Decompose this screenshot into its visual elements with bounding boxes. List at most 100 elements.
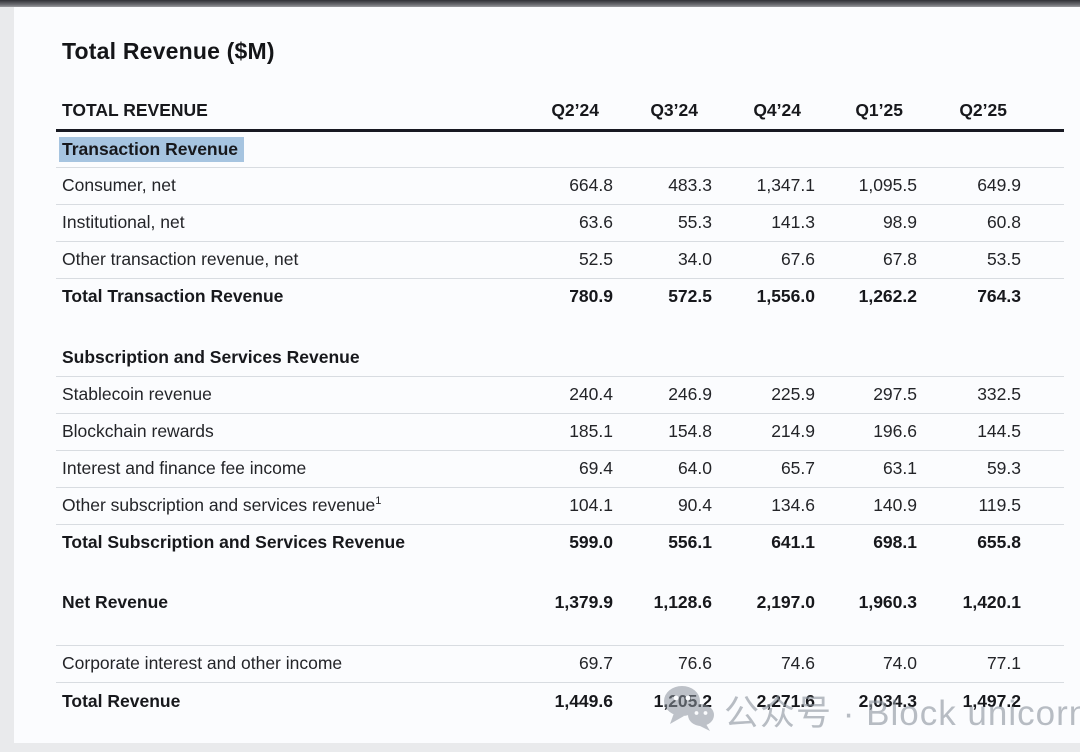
column-header-q2-24: Q2’24: [551, 99, 599, 120]
cell-value: 69.4: [578, 458, 613, 478]
cell-value: 483.3: [668, 175, 712, 195]
row-label: Total Transaction Revenue: [62, 286, 284, 307]
cell-value: 1,205.2: [653, 690, 712, 711]
cell-value: 599.0: [569, 532, 613, 553]
cell-value: 60.8: [986, 212, 1021, 232]
cell-value: 297.5: [873, 384, 917, 404]
cell-value: 764.3: [977, 286, 1021, 307]
cell-value: 67.8: [882, 249, 917, 269]
cell-value: 140.9: [873, 495, 917, 515]
cell-value: 655.8: [977, 532, 1021, 553]
cell-value: 1,556.0: [756, 286, 815, 307]
cell-value: 246.9: [668, 384, 712, 404]
cell-value: 780.9: [569, 286, 613, 307]
row-label: Institutional, net: [62, 212, 185, 232]
table-row-subscription-section: Subscription and Services Revenue: [56, 339, 1064, 376]
cell-value: 67.6: [780, 249, 815, 269]
row-label: Stablecoin revenue: [62, 384, 212, 404]
cell-value: 1,347.1: [756, 175, 815, 195]
cell-value: 1,449.6: [554, 690, 613, 711]
table-row-other-subscription-revenue: Other subscription and services revenue1…: [56, 487, 1064, 524]
highlighted-section-label: Transaction Revenue: [59, 136, 245, 162]
cell-value: 2,034.3: [858, 690, 917, 711]
cell-value: 154.8: [668, 421, 712, 441]
table-row-total-subscription-revenue: Total Subscription and Services Revenue …: [56, 524, 1064, 561]
report-card: Total Revenue ($M) TOTAL REVENUE Q2’24 Q…: [14, 7, 1080, 743]
table-row-total-revenue: Total Revenue 1,449.6 1,205.2 2,271.6 2,…: [56, 682, 1064, 720]
cell-value: 572.5: [668, 286, 712, 307]
cell-value: 2,197.0: [756, 591, 815, 612]
cell-value: 69.7: [578, 653, 613, 673]
row-label: Blockchain rewards: [62, 421, 214, 441]
cell-value: 65.7: [780, 458, 815, 478]
revenue-table: TOTAL REVENUE Q2’24 Q3’24 Q4’24 Q1’25 Q2…: [56, 92, 1064, 720]
column-header-q3-24: Q3’24: [650, 99, 698, 120]
cell-value: 698.1: [873, 532, 917, 553]
cell-value: 225.9: [771, 384, 815, 404]
cell-value: 141.3: [771, 212, 815, 232]
cell-value: 214.9: [771, 421, 815, 441]
row-label: Interest and finance fee income: [62, 458, 307, 478]
spacer-row: [56, 561, 1064, 583]
table-row-corporate-interest: Corporate interest and other income 69.7…: [56, 645, 1064, 682]
section-label: Subscription and Services Revenue: [62, 346, 360, 367]
cell-value: 63.6: [578, 212, 613, 232]
cell-value: 1,128.6: [653, 591, 712, 612]
cell-value: 2,271.6: [756, 690, 815, 711]
cell-value: 664.8: [569, 175, 613, 195]
table-row-stablecoin-revenue: Stablecoin revenue 240.4 246.9 225.9 297…: [56, 376, 1064, 413]
table-row-transaction-revenue-section: Transaction Revenue: [56, 130, 1064, 167]
table-row-institutional-net: Institutional, net 63.6 55.3 141.3 98.9 …: [56, 204, 1064, 241]
table-row-net-revenue: Net Revenue 1,379.9 1,128.6 2,197.0 1,96…: [56, 583, 1064, 621]
column-header-q2-25: Q2’25: [959, 99, 1007, 120]
spacer-row: [56, 315, 1064, 339]
cell-value: 52.5: [578, 249, 613, 269]
spacer-row: [56, 621, 1064, 645]
column-header-q4-24: Q4’24: [753, 99, 801, 120]
cell-value: 649.9: [977, 175, 1021, 195]
cell-value: 90.4: [677, 495, 712, 515]
page-title: Total Revenue ($M): [62, 38, 275, 64]
cell-value: 556.1: [668, 532, 712, 553]
row-label: Other transaction revenue, net: [62, 249, 299, 269]
cell-value: 55.3: [677, 212, 712, 232]
cell-value: 1,262.2: [858, 286, 917, 307]
row-label: Corporate interest and other income: [62, 653, 343, 673]
row-label: Total Subscription and Services Revenue: [62, 532, 405, 553]
cell-value: 53.5: [986, 249, 1021, 269]
row-label: Net Revenue: [62, 591, 169, 612]
cell-value: 76.6: [677, 653, 712, 673]
table-header-row: TOTAL REVENUE Q2’24 Q3’24 Q4’24 Q1’25 Q2…: [56, 92, 1064, 130]
cell-value: 332.5: [977, 384, 1021, 404]
cell-value: 240.4: [569, 384, 613, 404]
table-row-blockchain-rewards: Blockchain rewards 185.1 154.8 214.9 196…: [56, 413, 1064, 450]
row-label: Other subscription and services revenue: [62, 495, 376, 515]
cell-value: 74.6: [780, 653, 815, 673]
cell-value: 1,379.9: [554, 591, 613, 612]
table-row-other-transaction-revenue: Other transaction revenue, net 52.5 34.0…: [56, 241, 1064, 278]
cell-value: 1,420.1: [962, 591, 1021, 612]
cell-value: 34.0: [677, 249, 712, 269]
cell-value: 1,497.2: [962, 690, 1021, 711]
row-label: Consumer, net: [62, 175, 176, 195]
cell-value: 77.1: [986, 653, 1021, 673]
cell-value: 98.9: [882, 212, 917, 232]
cell-value: 144.5: [977, 421, 1021, 441]
cell-value: 104.1: [569, 495, 613, 515]
table-header-label: TOTAL REVENUE: [62, 99, 208, 120]
cell-value: 63.1: [882, 458, 917, 478]
cell-value: 74.0: [882, 653, 917, 673]
table-row-consumer-net: Consumer, net 664.8 483.3 1,347.1 1,095.…: [56, 167, 1064, 204]
footnote-marker: 1: [375, 495, 382, 508]
cell-value: 64.0: [677, 458, 712, 478]
cell-value: 1,095.5: [858, 175, 917, 195]
cell-value: 1,960.3: [858, 591, 917, 612]
cell-value: 196.6: [873, 421, 917, 441]
column-header-q1-25: Q1’25: [855, 99, 903, 120]
cell-value: 119.5: [978, 495, 1022, 515]
top-edge-strip: [0, 0, 1080, 7]
row-label: Total Revenue: [62, 690, 181, 711]
cell-value: 185.1: [569, 421, 613, 441]
table-row-total-transaction-revenue: Total Transaction Revenue 780.9 572.5 1,…: [56, 278, 1064, 315]
table-row-interest-finance-fee-income: Interest and finance fee income 69.4 64.…: [56, 450, 1064, 487]
